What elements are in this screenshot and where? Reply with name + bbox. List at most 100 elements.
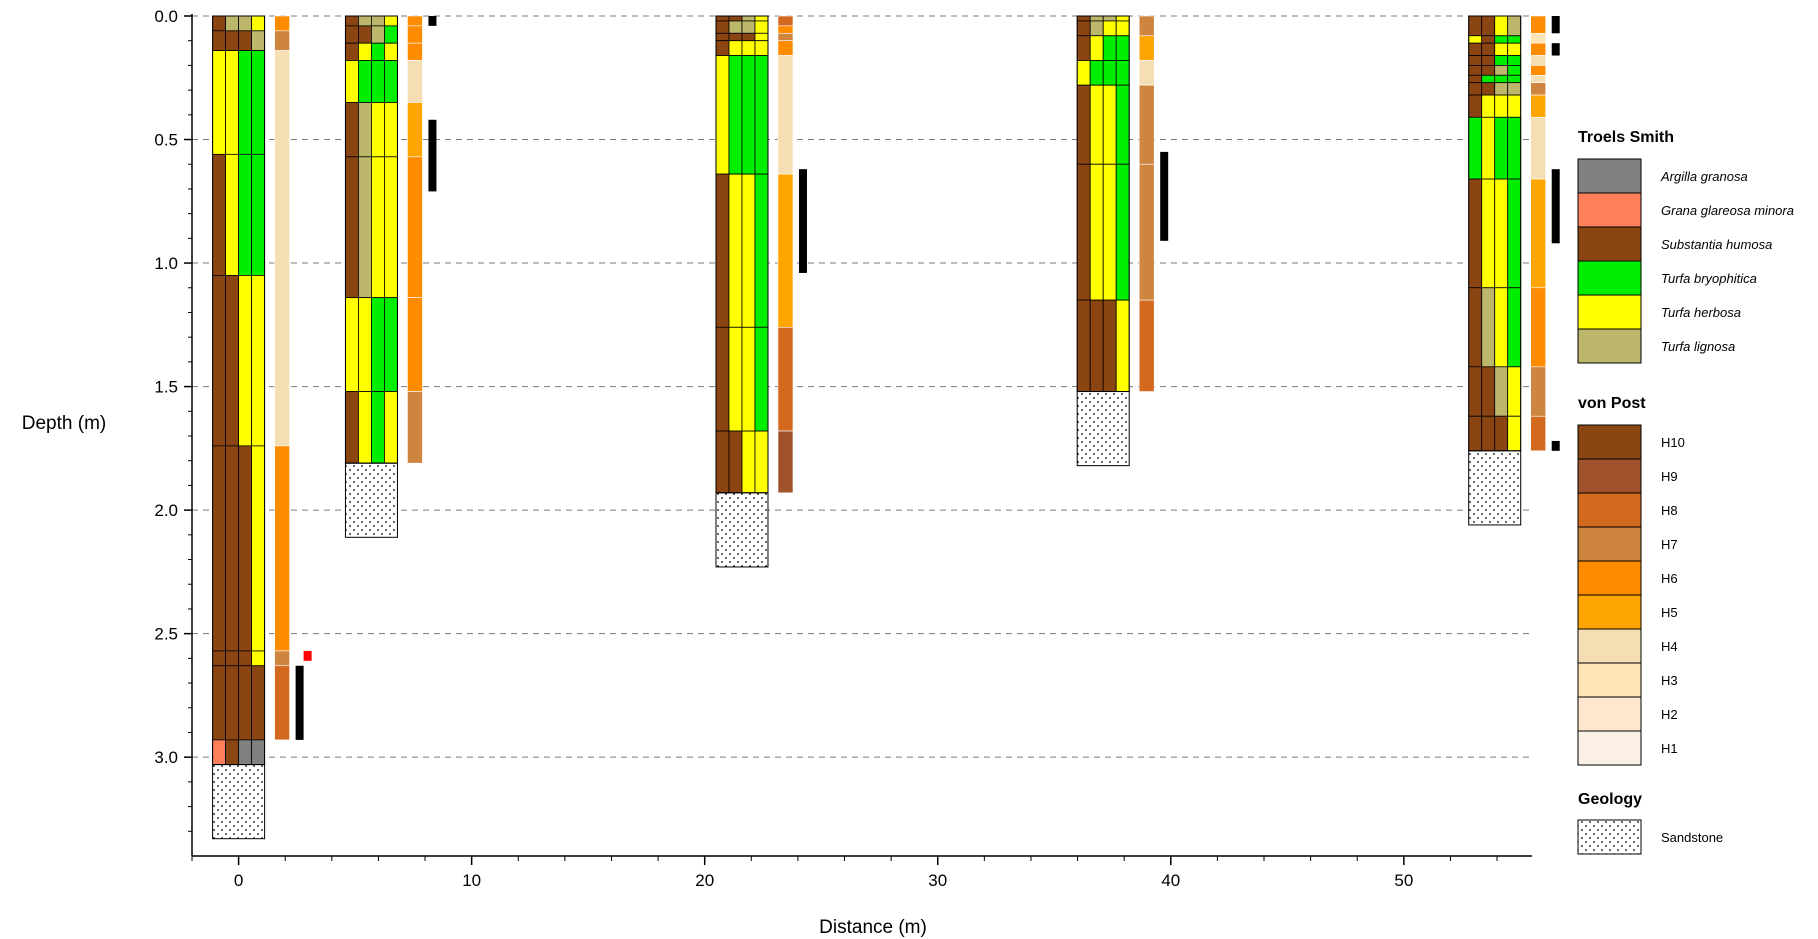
core-layer-cell [212, 445, 227, 652]
sample-bar [1551, 43, 1560, 56]
core-layer-cell [212, 15, 227, 32]
sample-bar [428, 119, 437, 192]
core-layer-cell [358, 60, 372, 103]
core-layer-cell [212, 739, 227, 765]
core-layer-cell [1468, 178, 1483, 289]
core-layer-cell [212, 153, 227, 276]
x-axis-title: Distance (m) [819, 917, 927, 938]
core-layer-cell [1468, 74, 1483, 84]
core-layer-cell [741, 326, 756, 432]
core-layer-cell [1481, 287, 1496, 368]
x-tick-label: 10 [462, 871, 481, 890]
core-layer-cell [225, 650, 240, 667]
von-post-segment [274, 30, 290, 51]
core-layer-cell [1076, 299, 1091, 392]
core-layer-cell [238, 30, 253, 51]
core-layer-cell [728, 20, 743, 34]
von-post-segment [1530, 366, 1547, 417]
sample-bar [295, 665, 304, 740]
legend-troels-smith-title: Troels Smith [1578, 129, 1674, 146]
core-layer-cell [371, 297, 385, 392]
core-layer-cell [715, 15, 730, 22]
von-post-segment [407, 60, 423, 103]
sample-bar [303, 650, 312, 661]
core-layer-cell [1494, 82, 1509, 96]
core-layer-cell [754, 32, 769, 42]
core-layer-cell [741, 55, 756, 175]
core-layer-cell [1468, 94, 1483, 118]
core-layer-cell [225, 445, 240, 652]
core-layer-cell [1102, 20, 1117, 37]
core-layer-cell [1089, 84, 1104, 165]
y-tick-label: 1.5 [154, 378, 178, 397]
core-layer-cell [238, 739, 253, 765]
core-layer-cell [251, 650, 266, 667]
legend-label: Sandstone [1661, 830, 1723, 845]
core-layer-cell [212, 665, 227, 741]
von-post-segment [1530, 116, 1547, 180]
legend-swatch [1577, 526, 1642, 562]
von-post-segment [1530, 42, 1547, 56]
core-layer-cell [384, 156, 398, 299]
legend-swatch [1577, 424, 1642, 460]
von-post-segment [777, 326, 794, 432]
core-layer-cell [238, 15, 253, 32]
core-layer-cell [741, 430, 756, 494]
sandstone-block [1076, 391, 1130, 467]
core-layer-cell [212, 275, 227, 447]
von-post-segment [1530, 15, 1547, 34]
core-layer-cell [358, 391, 372, 464]
core-layer-cell [251, 739, 266, 765]
core-layer-cell [754, 55, 769, 175]
core-layer-cell [728, 173, 743, 328]
legend-label: H8 [1661, 503, 1678, 518]
legend-swatch [1577, 696, 1642, 732]
von-post-segment [407, 25, 423, 44]
core-column [1076, 15, 1169, 467]
core-layer-cell [1468, 15, 1483, 37]
legend-label: H7 [1661, 537, 1678, 552]
core-layer-cell [1494, 15, 1509, 37]
core-layer-cell [1481, 94, 1496, 118]
von-post-segment [777, 40, 794, 56]
core-layer-cell [1102, 15, 1117, 22]
sample-bar [1551, 169, 1560, 244]
core-layer-cell [1089, 15, 1104, 22]
core-layer-cell [715, 326, 730, 432]
legend-label: Turfa herbosa [1661, 305, 1741, 320]
legend-swatch [1577, 226, 1642, 262]
core-layer-cell [728, 430, 743, 494]
core-layer-cell [1102, 299, 1117, 392]
core-layer-cell [1468, 287, 1483, 368]
von-post-segment [274, 15, 290, 32]
core-layer-cell [715, 20, 730, 34]
legend-label: H6 [1661, 571, 1678, 586]
core-layer-cell [358, 297, 372, 392]
core-layer-cell [1076, 163, 1091, 301]
core-layer-cell [384, 25, 398, 44]
legend-geology-title: Geology [1578, 791, 1642, 808]
core-layer-cell [728, 40, 743, 56]
core-layer-cell [1481, 116, 1496, 180]
von-post-segment [274, 665, 290, 741]
von-post-segment [1530, 55, 1547, 66]
core-column [344, 15, 437, 538]
legend-label: H10 [1661, 435, 1685, 450]
core-layer-cell [754, 430, 769, 494]
legend-label: Turfa lignosa [1661, 339, 1735, 354]
core-layer-cell [225, 30, 240, 51]
sample-bar [1551, 440, 1560, 451]
legend-swatch [1577, 594, 1642, 630]
core-layer-cell [371, 391, 385, 464]
core-layer-cell [715, 32, 730, 42]
core-layer-cell [1494, 55, 1509, 66]
legend-label: Turfa bryophitica [1661, 271, 1757, 286]
core-layer-cell [1507, 15, 1522, 37]
core-layer-cell [1481, 65, 1496, 76]
von-post-segment [1530, 178, 1547, 289]
legend-swatch [1577, 328, 1642, 364]
core-layer-cell [1115, 35, 1130, 61]
core-layer-cell [1507, 366, 1522, 417]
core-layer-cell [384, 15, 398, 27]
legend-label: H1 [1661, 741, 1678, 756]
